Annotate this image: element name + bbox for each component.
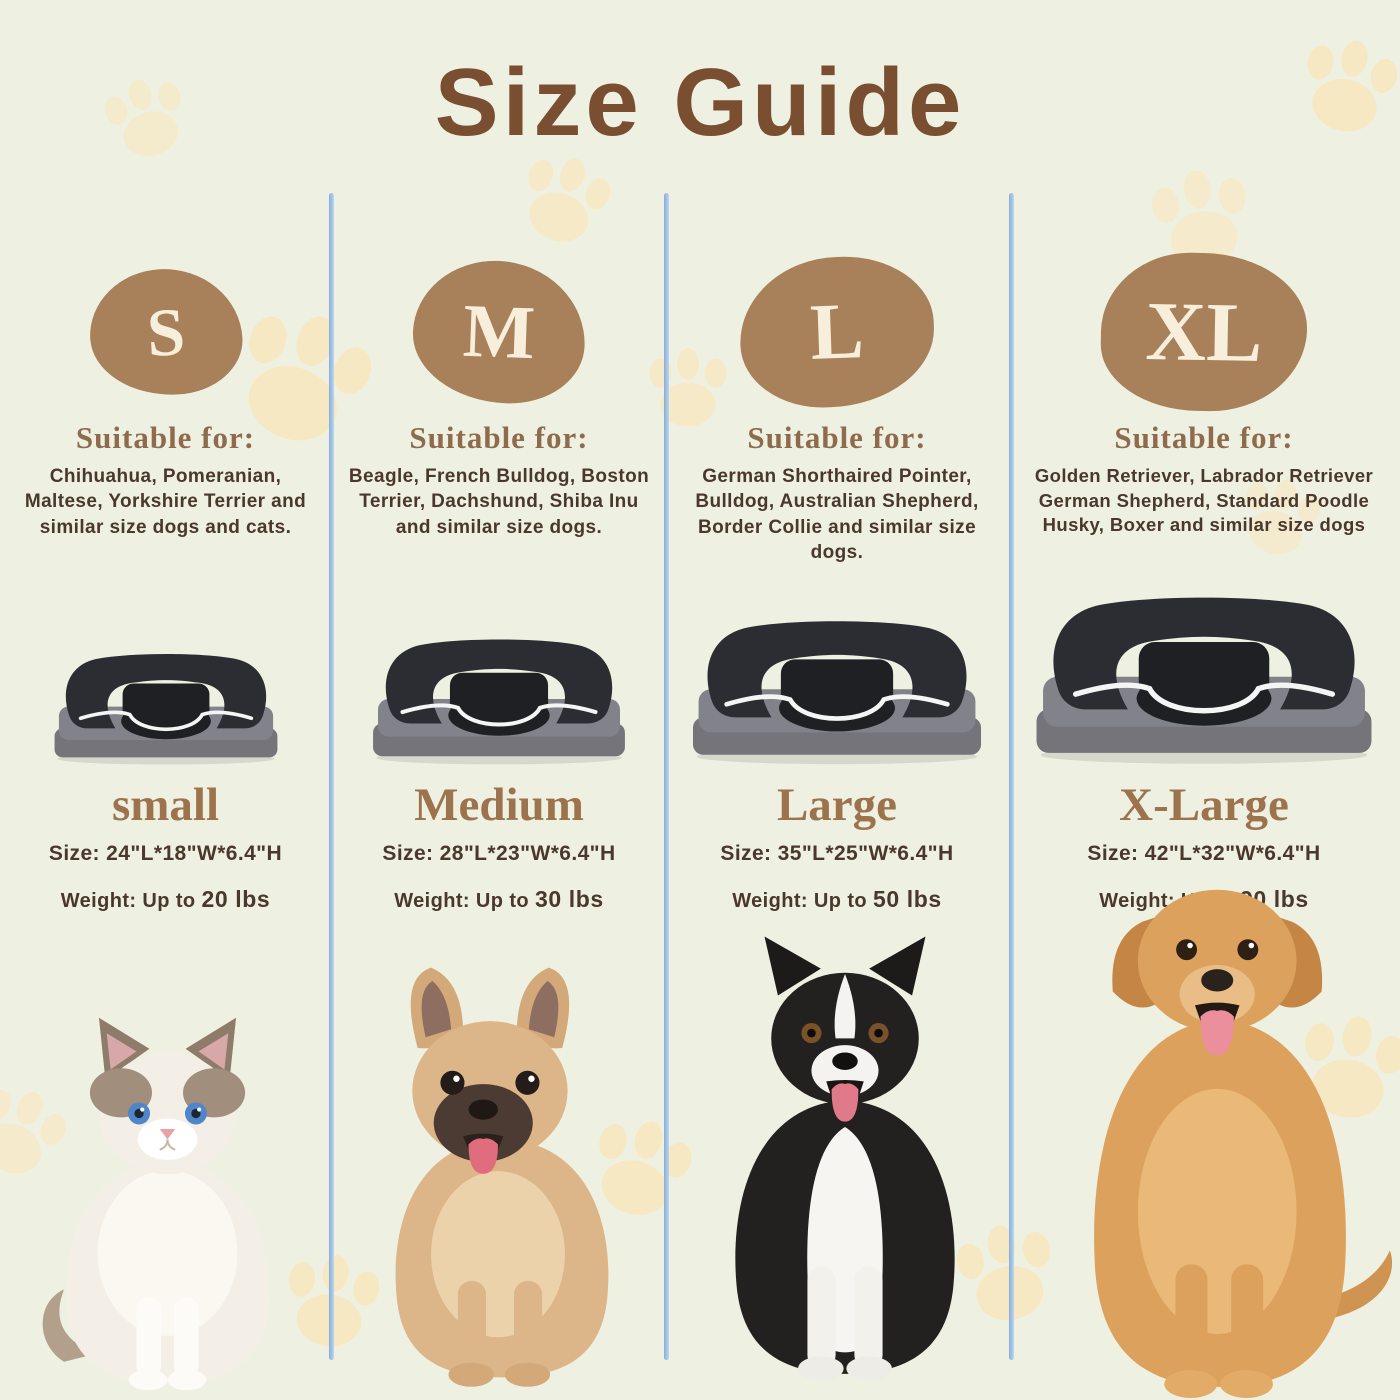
weight-value: 50 lbs (872, 886, 942, 912)
size-name: X-Large (1119, 779, 1289, 831)
suitable-for-label: Suitable for: (747, 420, 927, 455)
size-badge-m: M (410, 258, 588, 406)
size-dimensions: Size: 24"L*18"W*6.4"H (48, 842, 283, 865)
weight-label: Weight: Up to (60, 890, 202, 912)
breeds-text: Beagle, French Bulldog, Boston Terrier, … (348, 466, 650, 538)
size-badge-letter: XL (1144, 284, 1264, 380)
suitable-for-label: Suitable for: (75, 420, 256, 455)
dog-bed-illustration (368, 576, 630, 766)
golden-retriever-photo (1038, 855, 1400, 1398)
size-badge-letter: M (461, 288, 537, 375)
suitable-for-label: Suitable for: (409, 420, 589, 455)
size-column-small: S Suitable for: Chihuahua, Pomeranian, M… (8, 252, 323, 913)
size-badge-letter: L (808, 286, 866, 377)
size-badge-s: S (86, 265, 245, 399)
size-name: Large (776, 779, 898, 831)
ragdoll-cat-photo (20, 1010, 315, 1398)
size-name: small (111, 779, 220, 831)
column-divider (1009, 193, 1014, 1360)
breeds-text: Chihuahua, Pomeranian, Maltese, Yorkshir… (24, 466, 307, 538)
column-divider (329, 193, 334, 1360)
dog-bed-illustration (687, 576, 987, 766)
weight-value: 30 lbs (534, 886, 604, 912)
size-column-medium: M Suitable for: Beagle, French Bulldog, … (340, 252, 658, 913)
size-column-large: L Suitable for: German Shorthaired Point… (672, 252, 1002, 913)
size-badge-xl: XL (1099, 251, 1309, 413)
dog-bed-illustration (50, 576, 282, 766)
weight-label: Weight: Up to (394, 890, 535, 912)
breeds-text: Golden Retriever, Labrador Retriever Ger… (1034, 465, 1374, 536)
suitable-for-label: Suitable for: (1114, 420, 1294, 455)
breeds-text: German Shorthaired Pointer, Bulldog, Aus… (695, 466, 979, 563)
weight-label: Weight: Up to (732, 890, 873, 912)
size-dimensions: Size: 28"L*23"W*6.4"H (382, 842, 616, 865)
size-badge-l: L (737, 253, 937, 411)
weight-text: Weight: Up to 20 lbs (61, 886, 271, 913)
paw-print-icon (1285, 20, 1400, 148)
dog-bed-illustration (1030, 576, 1378, 766)
weight-value: 20 lbs (201, 886, 271, 912)
french-bulldog-photo (348, 955, 656, 1398)
size-dimensions: Size: 42"L*32"W*6.4"H (1087, 842, 1321, 865)
page-title: Size Guide (434, 49, 966, 156)
size-dimensions: Size: 35"L*25"W*6.4"H (720, 842, 954, 865)
size-column-xlarge: XL Suitable for: Golden Retriever, Labra… (1016, 251, 1392, 913)
weight-text: Weight: Up to 50 lbs (732, 886, 942, 913)
weight-text: Weight: Up to 30 lbs (394, 886, 604, 913)
column-divider (664, 193, 669, 1360)
border-collie-photo (684, 915, 1006, 1398)
size-name: Medium (414, 779, 584, 831)
size-badge-letter: S (144, 292, 187, 371)
